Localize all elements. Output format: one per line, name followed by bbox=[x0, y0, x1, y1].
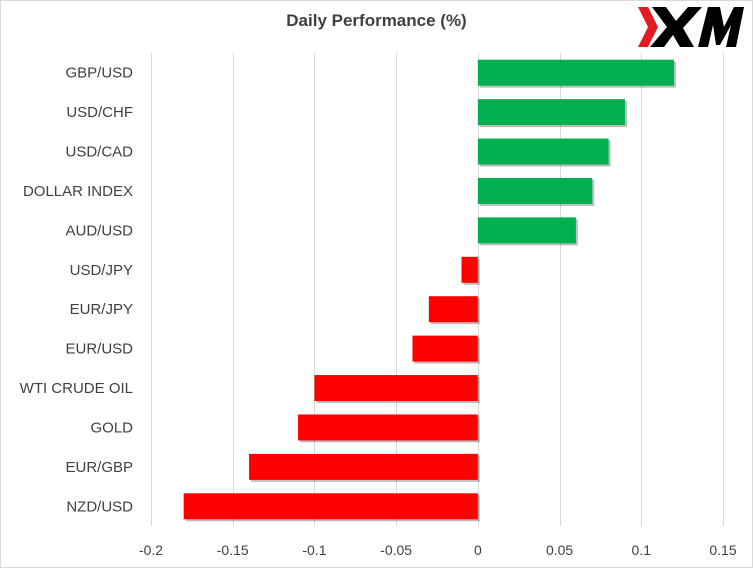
x-tick-label: -0.05 bbox=[380, 542, 412, 558]
bar bbox=[477, 59, 674, 86]
xm-logo bbox=[638, 7, 744, 47]
category-label: GOLD bbox=[90, 419, 133, 436]
bar bbox=[428, 296, 478, 323]
category-label: EUR/USD bbox=[65, 341, 133, 358]
x-tick-label: 0.05 bbox=[546, 542, 573, 558]
x-tick-label: -0.15 bbox=[217, 542, 249, 558]
category-label: USD/JPY bbox=[70, 262, 133, 279]
category-label: USD/CHF bbox=[66, 104, 133, 121]
bar bbox=[477, 177, 593, 204]
category-labels: GBP/USD USD/CHF USD/CAD DOLLAR INDEX AUD/USD… bbox=[20, 65, 134, 516]
category-label: NZD/USD bbox=[66, 498, 133, 515]
bar bbox=[477, 138, 609, 165]
category-label: AUD/USD bbox=[65, 222, 133, 239]
category-label: WTI CRUDE OIL bbox=[20, 380, 133, 397]
bar bbox=[183, 493, 478, 520]
logo-letters bbox=[650, 7, 744, 47]
bar bbox=[477, 217, 576, 244]
x-tick-label: 0.15 bbox=[709, 542, 736, 558]
x-tick-label: 0.1 bbox=[632, 542, 652, 558]
gridlines bbox=[151, 53, 724, 526]
category-label: GBP/USD bbox=[65, 65, 133, 82]
category-label: DOLLAR INDEX bbox=[23, 183, 133, 200]
bar bbox=[314, 375, 478, 402]
category-label: EUR/GBP bbox=[65, 459, 133, 476]
x-tick-label: -0.2 bbox=[139, 542, 163, 558]
logo-red-chevron bbox=[638, 7, 658, 47]
category-label: USD/CAD bbox=[65, 144, 133, 161]
bar bbox=[412, 335, 478, 362]
bar bbox=[249, 453, 478, 480]
chart-title: Daily Performance (%) bbox=[286, 11, 467, 30]
category-label: EUR/JPY bbox=[70, 301, 133, 318]
bar bbox=[298, 414, 478, 441]
bar bbox=[477, 99, 625, 126]
bars bbox=[183, 59, 676, 522]
x-tick-label: 0 bbox=[474, 542, 482, 558]
x-tick-labels: -0.2 -0.15 -0.1 -0.05 0 0.05 0.1 0.15 bbox=[139, 542, 737, 558]
bar bbox=[461, 256, 478, 283]
x-tick-label: -0.1 bbox=[302, 542, 326, 558]
